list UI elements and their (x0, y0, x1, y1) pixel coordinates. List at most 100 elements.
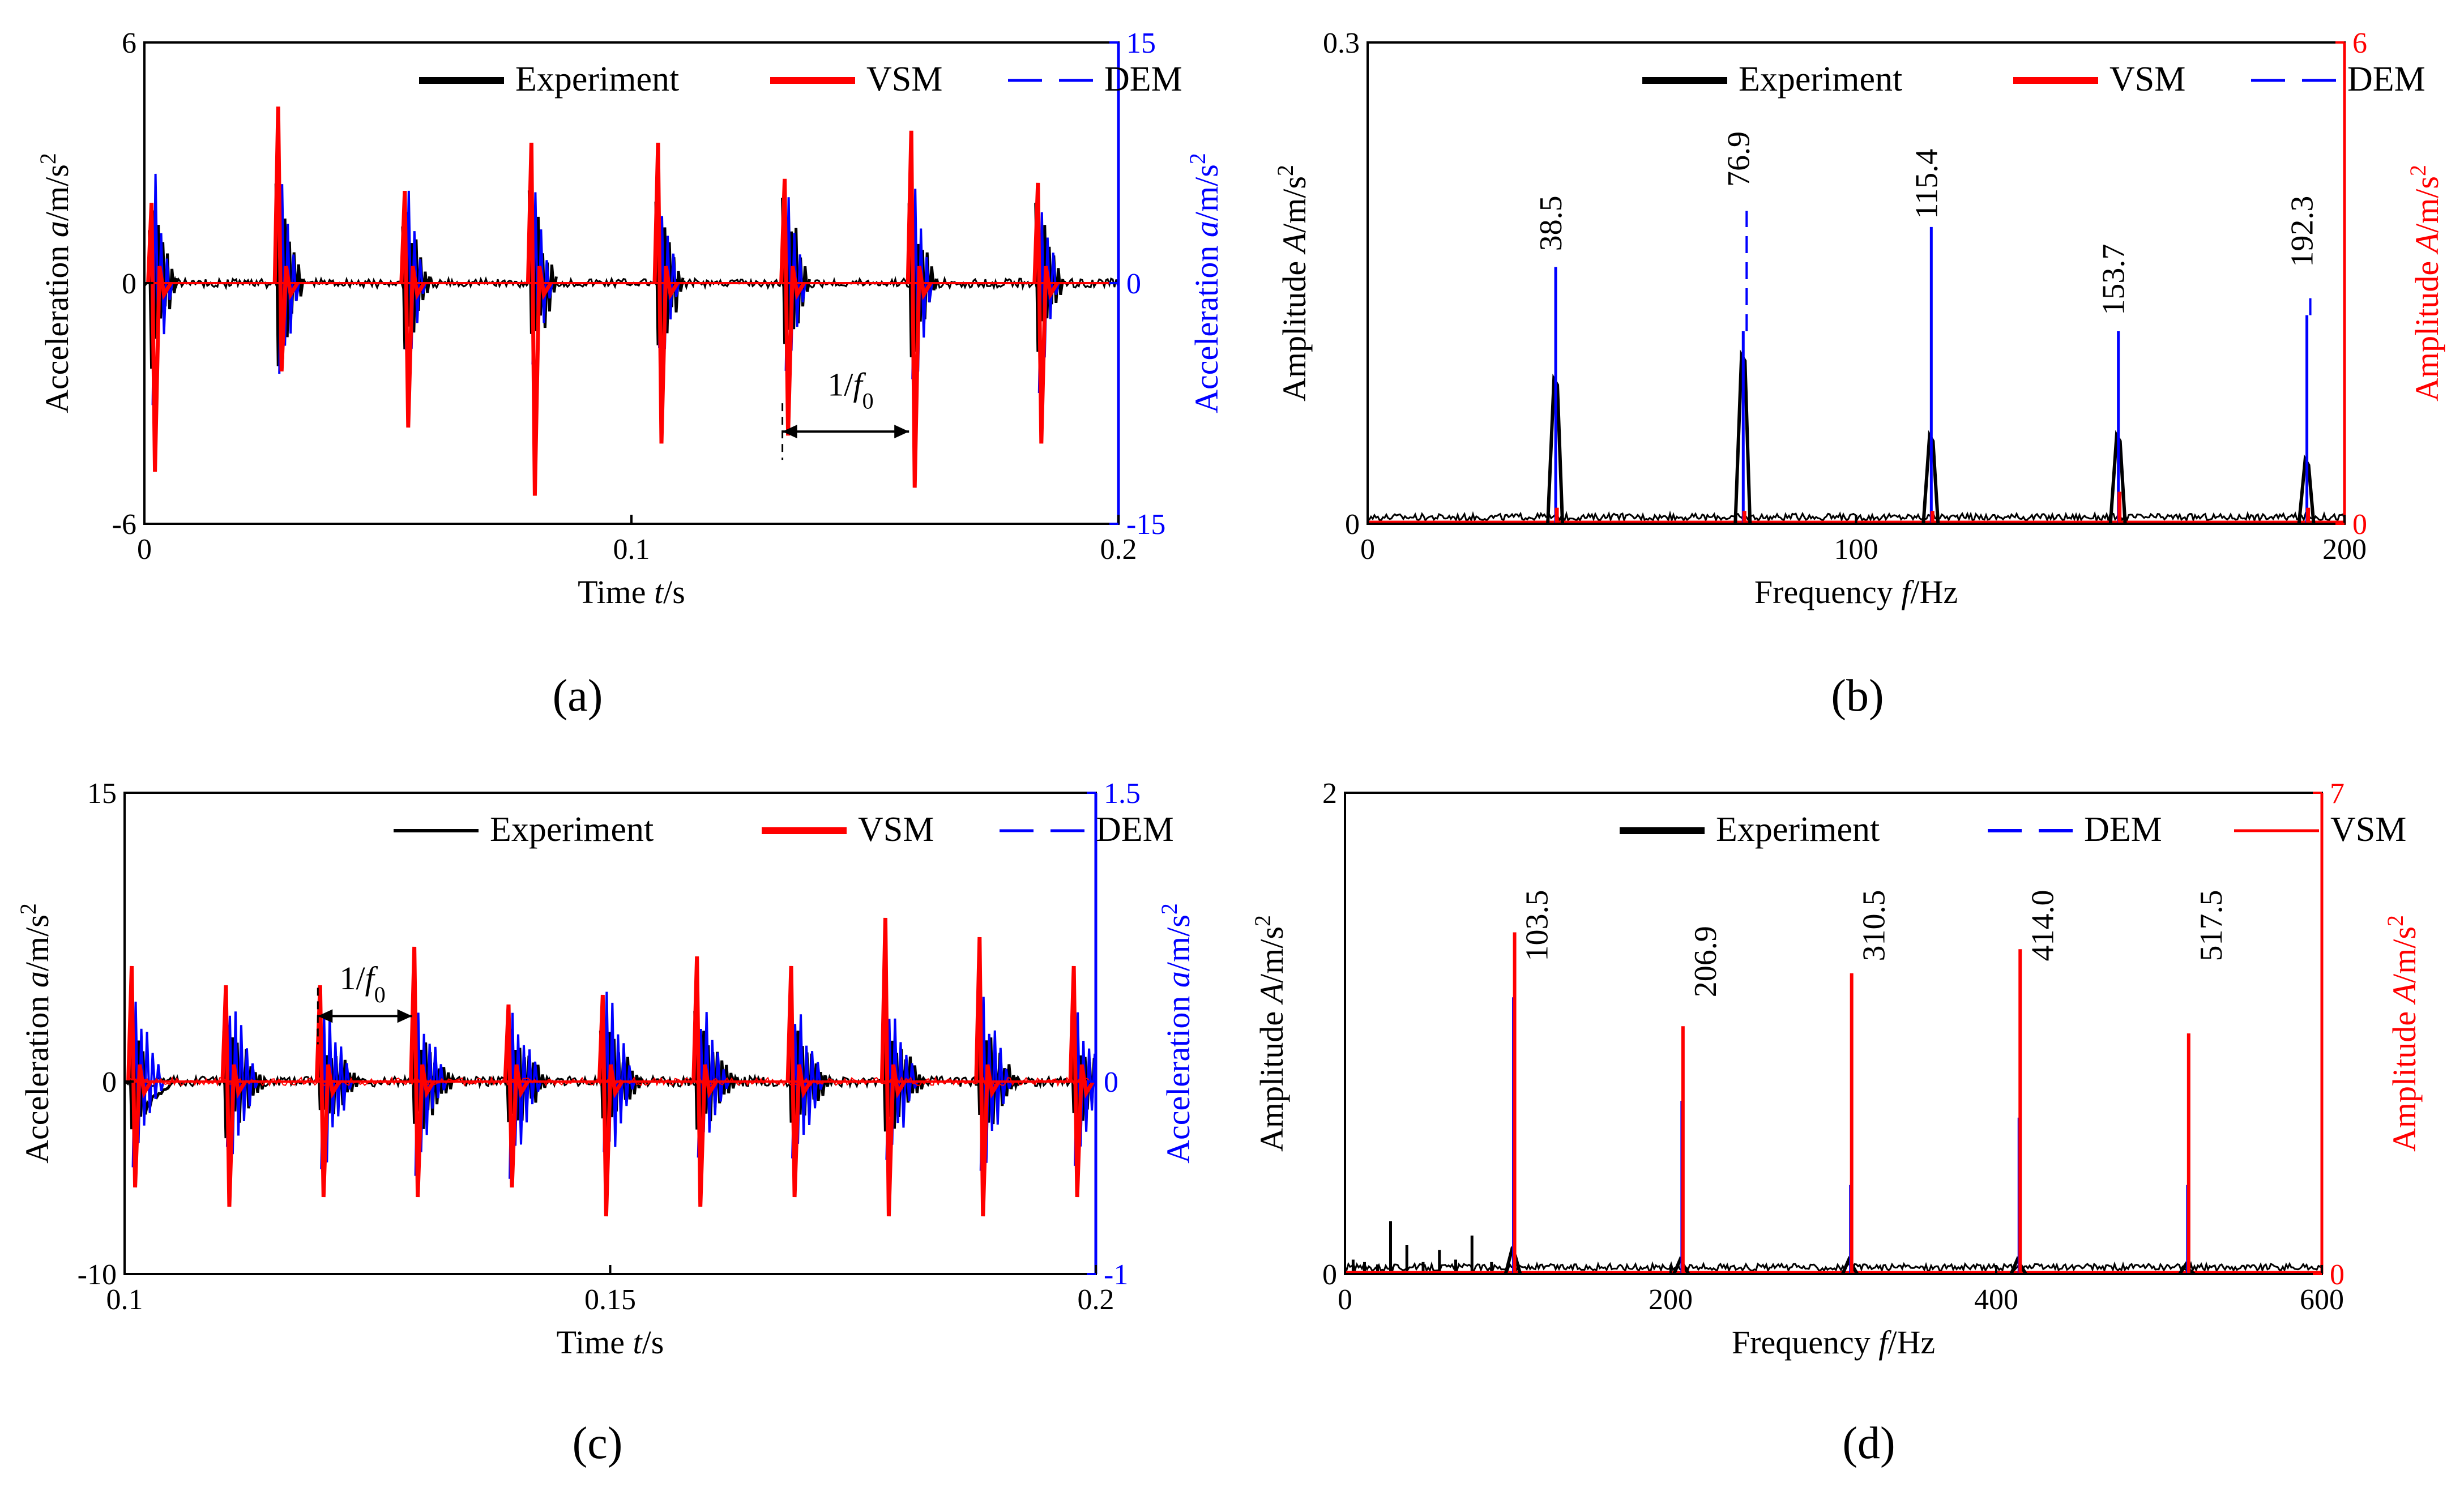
peak-label: 76.9 (1721, 131, 1756, 187)
panel-caption-c: (c) (573, 1418, 623, 1468)
y2-tick-label: 0 (1126, 268, 1141, 300)
x-axis-label: Time t/s (578, 574, 685, 610)
vsm-impact (1032, 182, 1059, 444)
plot-area-d (1345, 932, 2322, 1274)
x-tick-label: 0 (1338, 1284, 1352, 1316)
x-tick-label: 0 (1360, 533, 1375, 566)
vsm-impact (126, 965, 153, 1188)
x-axis-label: Frequency f/Hz (1754, 574, 1958, 610)
y-axis-label: Acceleration a/m/s2 (15, 903, 56, 1164)
legend-label-vsm: VSM (2109, 60, 2185, 99)
vsm-impact (652, 142, 680, 444)
vsm-impact (272, 106, 300, 371)
y-axis-label: Acceleration a/m/s2 (35, 153, 76, 413)
y-axis-label: Amplitude A/m/s2 (1250, 915, 1291, 1152)
x-tick-label: 600 (2300, 1284, 2344, 1316)
legend-label-experiment: Experiment (515, 60, 679, 99)
x-tick-label: 0.2 (1100, 533, 1137, 566)
y2-tick-label: -15 (1126, 508, 1165, 541)
vsm-impact (503, 1004, 529, 1188)
legend-label-vsm: VSM (858, 810, 934, 849)
legend-label-vsm: VSM (2330, 810, 2406, 849)
period-arrow-head-left (318, 1009, 333, 1023)
x-tick-label: 0.1 (106, 1284, 143, 1316)
y2-tick-label: 7 (2330, 777, 2345, 810)
vsm-ripple (125, 1076, 1095, 1087)
legend-label-experiment: Experiment (1739, 60, 1902, 99)
y2-tick-label: 1.5 (1104, 777, 1141, 810)
plot-area-c (125, 917, 1096, 1217)
period-arrow-head-right (894, 425, 909, 439)
x-tick-label: 0 (137, 533, 152, 566)
peak-label: 192.3 (2285, 196, 2320, 267)
vsm-impact (779, 178, 806, 436)
vsm-impact (691, 956, 718, 1207)
y-tick-label: 0 (122, 268, 136, 300)
y2-axis-label: Amplitude A/m/s2 (2405, 165, 2446, 401)
y-tick-label: 0 (1322, 1259, 1337, 1291)
y-tick-label: -10 (78, 1259, 117, 1291)
legend-label-dem: DEM (1104, 60, 1182, 99)
plot-area-a (144, 106, 1118, 496)
peak-label: 414.0 (2025, 890, 2060, 961)
y2-tick-label: 0 (2330, 1259, 2345, 1291)
y-tick-label: 2 (1322, 777, 1337, 810)
y2-tick-label: 6 (2352, 27, 2367, 59)
peak-label: 103.5 (1520, 890, 1555, 961)
period-annotation: 1/f0 (827, 366, 873, 413)
plot-frame (1366, 41, 2346, 525)
peak-label: 517.5 (2194, 890, 2229, 961)
vsm-impact (879, 917, 907, 1217)
vsm-impact (1068, 965, 1095, 1198)
y-tick-label: 6 (122, 27, 136, 59)
y-axis-label: Amplitude A/m/s2 (1272, 165, 1313, 401)
x-tick-label: 100 (1834, 533, 1878, 566)
panel-caption-d: (d) (1842, 1418, 1895, 1468)
vsm-impact (146, 203, 173, 472)
vsm-impact (399, 190, 426, 428)
panel-caption-b: (b) (1831, 671, 1884, 721)
peak-label: 38.5 (1534, 195, 1569, 251)
vsm-impact (220, 985, 247, 1207)
x-tick-label: 0.1 (613, 533, 650, 566)
y2-axis-label: Acceleration a/m/s2 (1185, 153, 1225, 413)
vsm-impact (526, 142, 553, 496)
peak-label: 310.5 (1857, 890, 1892, 961)
peak-label: 206.9 (1688, 926, 1723, 997)
y-tick-label: 15 (87, 777, 117, 810)
y-tick-label: -6 (112, 508, 136, 541)
y-tick-label: 0 (102, 1066, 117, 1099)
legend-label-vsm: VSM (866, 60, 942, 99)
legend-label-dem: DEM (2084, 810, 2162, 849)
panel-caption-a: (a) (553, 671, 603, 721)
legend-label-experiment: Experiment (1716, 810, 1880, 849)
x-tick-label: 200 (2322, 533, 2367, 566)
period-arrow-head-left (782, 425, 797, 439)
vsm-impact (974, 937, 1001, 1217)
y2-axis-label: Acceleration a/m/s2 (1156, 903, 1197, 1164)
x-tick-label: 400 (1974, 1284, 2018, 1316)
vsm-impact (785, 965, 813, 1198)
y2-tick-label: 0 (1104, 1066, 1118, 1099)
y2-tick-label: -1 (1104, 1259, 1128, 1291)
period-annotation: 1/f0 (340, 960, 386, 1007)
y-tick-label: 0.3 (1323, 27, 1360, 59)
experiment-impact (148, 210, 178, 369)
y2-axis-label: Amplitude A/m/s2 (2382, 915, 2423, 1152)
y-tick-label: 0 (1345, 508, 1360, 541)
period-arrow-head-right (397, 1009, 412, 1023)
vsm-impact (314, 985, 341, 1198)
y2-tick-label: 0 (2352, 508, 2367, 541)
x-tick-label: 0.15 (584, 1284, 636, 1316)
x-axis-label: Time t/s (557, 1324, 664, 1361)
vsm-impact (906, 130, 933, 488)
vsm-impact (409, 946, 435, 1198)
peak-label: 153.7 (2096, 244, 2132, 315)
vsm-impact (597, 994, 624, 1217)
plot-area-b (1368, 211, 2345, 524)
